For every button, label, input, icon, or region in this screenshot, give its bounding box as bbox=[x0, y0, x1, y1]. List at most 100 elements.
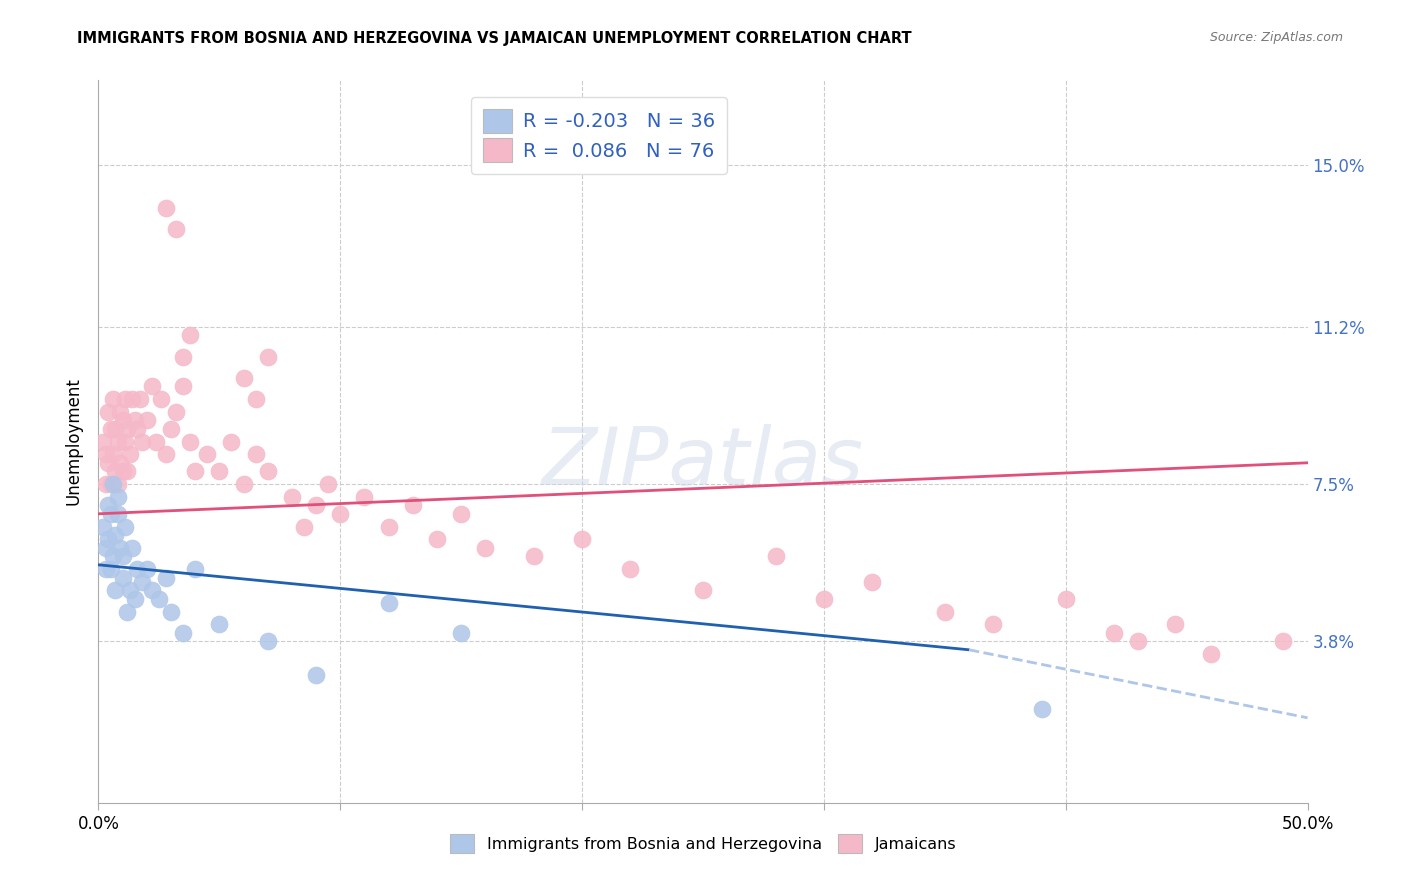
Point bbox=[101, 549, 124, 564]
Point bbox=[692, 583, 714, 598]
Point bbox=[104, 422, 127, 436]
Point bbox=[100, 507, 122, 521]
Point bbox=[377, 596, 399, 610]
Point bbox=[97, 498, 120, 512]
Point bbox=[155, 447, 177, 461]
Point bbox=[124, 591, 146, 606]
Point bbox=[127, 562, 149, 576]
Point bbox=[292, 519, 315, 533]
Text: Source: ZipAtlas.com: Source: ZipAtlas.com bbox=[1209, 31, 1343, 45]
Point bbox=[179, 434, 201, 449]
Point bbox=[100, 422, 122, 436]
Point bbox=[450, 507, 472, 521]
Point bbox=[571, 533, 593, 547]
Point bbox=[1163, 617, 1185, 632]
Point bbox=[184, 464, 207, 478]
Point bbox=[305, 668, 328, 682]
Y-axis label: Unemployment: Unemployment bbox=[65, 377, 83, 506]
Point bbox=[121, 541, 143, 555]
Point bbox=[232, 371, 254, 385]
Point bbox=[813, 591, 835, 606]
Point bbox=[97, 456, 120, 470]
Point bbox=[1102, 625, 1125, 640]
Point bbox=[97, 405, 120, 419]
Point bbox=[145, 434, 167, 449]
Point bbox=[117, 422, 139, 436]
Point bbox=[172, 379, 194, 393]
Point bbox=[245, 392, 267, 406]
Point bbox=[100, 477, 122, 491]
Point bbox=[402, 498, 425, 512]
Point bbox=[184, 562, 207, 576]
Point bbox=[100, 562, 122, 576]
Point bbox=[94, 562, 117, 576]
Point bbox=[450, 625, 472, 640]
Point bbox=[107, 507, 129, 521]
Point bbox=[1199, 647, 1222, 661]
Point bbox=[141, 379, 163, 393]
Point bbox=[148, 591, 170, 606]
Point bbox=[1128, 634, 1150, 648]
Point bbox=[474, 541, 496, 555]
Point bbox=[160, 422, 183, 436]
Point bbox=[128, 392, 150, 406]
Point bbox=[165, 405, 187, 419]
Point bbox=[232, 477, 254, 491]
Point bbox=[245, 447, 267, 461]
Point bbox=[523, 549, 546, 564]
Point bbox=[117, 464, 139, 478]
Point bbox=[426, 533, 449, 547]
Point bbox=[765, 549, 787, 564]
Point bbox=[155, 201, 177, 215]
Point bbox=[160, 605, 183, 619]
Point bbox=[101, 392, 124, 406]
Point bbox=[135, 413, 157, 427]
Point bbox=[256, 350, 278, 364]
Point bbox=[121, 392, 143, 406]
Point bbox=[107, 477, 129, 491]
Point bbox=[195, 447, 218, 461]
Point bbox=[208, 617, 231, 632]
Point bbox=[1031, 702, 1053, 716]
Point bbox=[221, 434, 243, 449]
Point bbox=[117, 605, 139, 619]
Point bbox=[114, 434, 136, 449]
Point bbox=[101, 477, 124, 491]
Point bbox=[111, 413, 134, 427]
Point bbox=[131, 574, 153, 589]
Point bbox=[860, 574, 883, 589]
Point bbox=[107, 490, 129, 504]
Point bbox=[124, 413, 146, 427]
Point bbox=[981, 617, 1004, 632]
Point bbox=[101, 447, 124, 461]
Point bbox=[377, 519, 399, 533]
Point bbox=[94, 447, 117, 461]
Text: IMMIGRANTS FROM BOSNIA AND HERZEGOVINA VS JAMAICAN UNEMPLOYMENT CORRELATION CHAR: IMMIGRANTS FROM BOSNIA AND HERZEGOVINA V… bbox=[77, 31, 912, 46]
Point bbox=[256, 634, 278, 648]
Point bbox=[256, 464, 278, 478]
Point bbox=[1054, 591, 1077, 606]
Point bbox=[118, 583, 141, 598]
Point bbox=[316, 477, 339, 491]
Point bbox=[97, 533, 120, 547]
Point bbox=[155, 570, 177, 584]
Point bbox=[172, 625, 194, 640]
Point bbox=[281, 490, 304, 504]
Point bbox=[150, 392, 173, 406]
Point bbox=[91, 519, 114, 533]
Point bbox=[114, 519, 136, 533]
Point bbox=[165, 222, 187, 236]
Point bbox=[111, 549, 134, 564]
Point bbox=[108, 456, 131, 470]
Point bbox=[104, 464, 127, 478]
Point bbox=[619, 562, 641, 576]
Text: ZIPatlas: ZIPatlas bbox=[541, 425, 865, 502]
Point bbox=[114, 392, 136, 406]
Point bbox=[305, 498, 328, 512]
Point bbox=[104, 583, 127, 598]
Point bbox=[111, 464, 134, 478]
Point bbox=[104, 528, 127, 542]
Point bbox=[94, 541, 117, 555]
Point bbox=[107, 434, 129, 449]
Point bbox=[135, 562, 157, 576]
